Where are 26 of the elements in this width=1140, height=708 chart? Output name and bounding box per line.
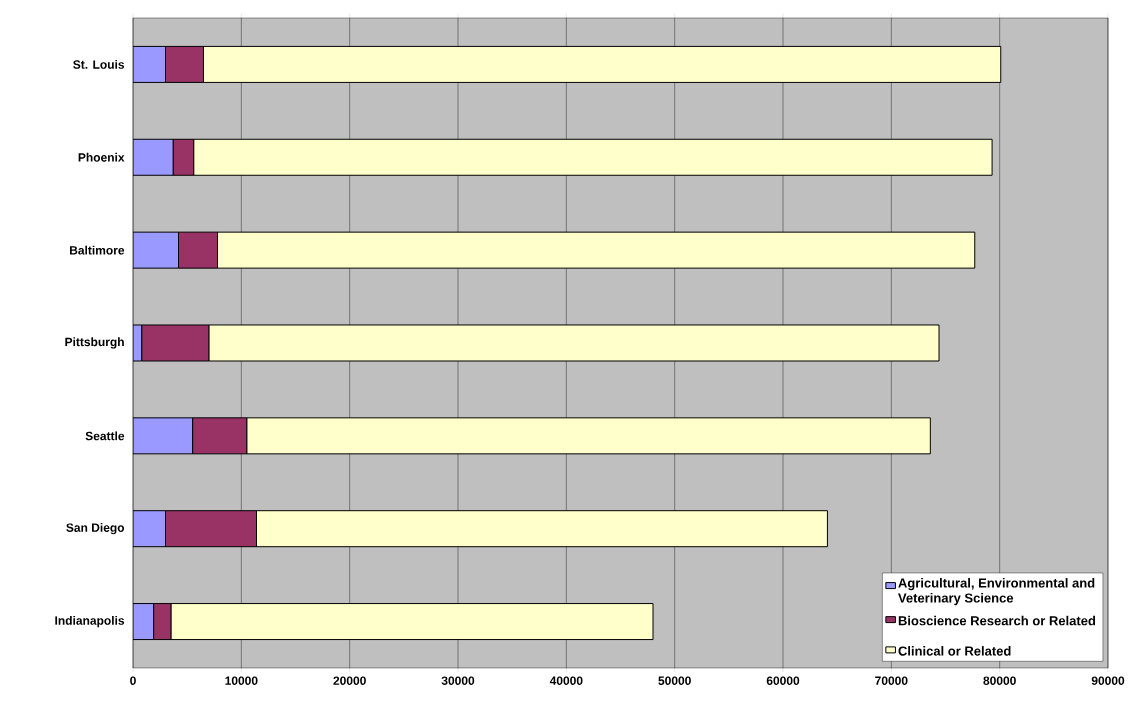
bar xyxy=(133,138,174,176)
y-tick-label: Seattle xyxy=(85,431,125,441)
y-tick-label: St. Louis xyxy=(73,60,125,69)
y-tick-label: Indianapolis xyxy=(55,615,125,628)
x-tick-label: 60000 xyxy=(766,676,800,685)
x-tick-label: 70000 xyxy=(875,676,908,685)
bar xyxy=(133,603,155,641)
x-tick-label: 40000 xyxy=(549,676,583,685)
x-tick-label: 0 xyxy=(130,676,136,685)
y-tick-label: Baltimore xyxy=(70,245,125,255)
bar xyxy=(133,510,167,548)
bar xyxy=(133,417,194,455)
x-tick-label: 50000 xyxy=(658,676,691,685)
x-tick-label: 80000 xyxy=(983,676,1016,685)
legend-label: Bioscience Research or Related xyxy=(898,615,1096,626)
y-tick-label: Phoenix xyxy=(78,152,125,162)
x-tick-label: 30000 xyxy=(441,676,475,685)
x-tick-label: 20000 xyxy=(333,676,366,685)
x-tick-label: 10000 xyxy=(225,676,258,685)
x-tick-label: 90000 xyxy=(1091,676,1125,685)
y-tick-label: Pittsburgh xyxy=(65,337,124,349)
y-tick-label: San Diego xyxy=(66,523,125,535)
bar xyxy=(133,231,180,269)
bar xyxy=(133,45,167,83)
legend-label: Clinical or Related xyxy=(898,646,1011,656)
legend-label: Agricultural, Environmental and Veterinary Science xyxy=(898,578,1095,606)
